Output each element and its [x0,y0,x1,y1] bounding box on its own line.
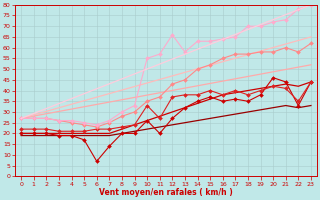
X-axis label: Vent moyen/en rafales ( km/h ): Vent moyen/en rafales ( km/h ) [99,188,233,197]
